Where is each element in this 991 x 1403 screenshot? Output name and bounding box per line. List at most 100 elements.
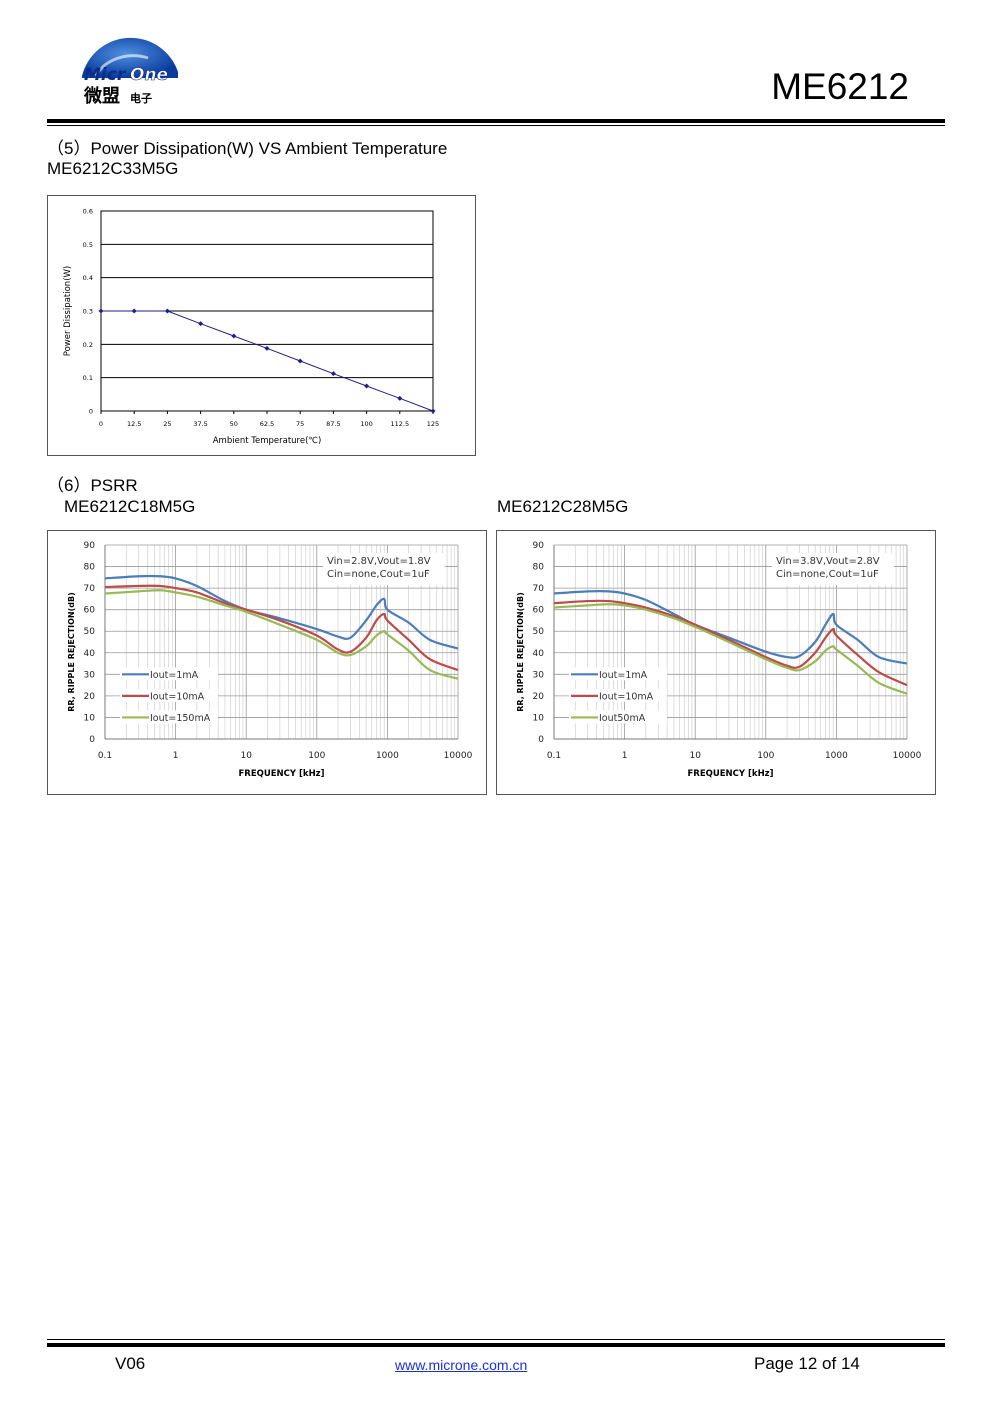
- x-tick-label: 100: [360, 420, 372, 428]
- y-tick-label: 0.5: [83, 241, 93, 249]
- footer-rule-thick: [47, 1343, 945, 1347]
- y-tick-label: 0: [89, 408, 93, 416]
- x-tick-label: 12.5: [127, 420, 141, 428]
- header-rule-thin: [47, 125, 945, 126]
- legend-bg: [120, 688, 218, 702]
- y-tick-label: 30: [533, 670, 545, 680]
- y-tick-label: 80: [84, 563, 96, 573]
- data-point: [231, 333, 237, 339]
- series-line-2: [104, 584, 459, 672]
- data-point: [430, 408, 436, 414]
- part-number: ME6212: [771, 66, 909, 107]
- legend-label: Iout50mA: [599, 713, 646, 724]
- legend-label: Iout=10mA: [599, 691, 654, 702]
- x-tick-label: 10000: [893, 751, 922, 761]
- legend-label: Iout=150mA: [150, 713, 211, 724]
- y-tick-label: 90: [533, 541, 545, 551]
- psrr-right-model: ME6212C28M5G: [497, 497, 629, 516]
- y-tick-label: 0.6: [83, 208, 93, 216]
- x-tick-label: 100: [757, 751, 774, 761]
- y-tick-label: 60: [533, 606, 545, 616]
- section5-model: ME6212C33M5G: [47, 159, 179, 178]
- x-tick-label: 1: [173, 751, 179, 761]
- series-line-1: [104, 574, 459, 650]
- x-tick-label: 62.5: [260, 420, 274, 428]
- legend-label: Iout=1mA: [599, 670, 648, 681]
- data-point: [397, 395, 403, 401]
- series-line-2: [553, 599, 908, 687]
- svg-text:电子: 电子: [130, 91, 152, 105]
- legend-label: Iout=10mA: [150, 691, 205, 702]
- y-tick-label: 10: [84, 713, 96, 723]
- y-tick-label: 0: [538, 735, 544, 745]
- legend-bg: [120, 667, 218, 681]
- y-tick-label: 90: [84, 541, 96, 551]
- microne-logo: Micr One 微盟 电子: [78, 18, 188, 110]
- psrr-left-chart-frame: 0.1 1 10 100 1000 10000 0 10 20 30 40 50 60 70 80 90 FRE…: [47, 530, 487, 795]
- y-axis-label: RR, RIPPLE REJECTION(dB): [516, 592, 525, 712]
- y-tick-label: 60: [84, 606, 96, 616]
- y-tick-label: 80: [533, 563, 545, 573]
- svg-text:微盟: 微盟: [83, 85, 120, 107]
- x-tick-label: 37.5: [193, 420, 207, 428]
- x-tick-label: 0.1: [98, 751, 112, 761]
- y-tick-label: 0: [89, 735, 95, 745]
- section5-heading: （5）Power Dissipation(W) VS Ambient Tempe…: [47, 139, 448, 158]
- y-tick-label: 10: [533, 713, 545, 723]
- y-tick-label: 20: [533, 692, 545, 702]
- x-tick-label: 0: [99, 420, 103, 428]
- annotation-text: Cin=none,Cout=1uF: [776, 569, 879, 580]
- x-tick-label: 1: [622, 751, 628, 761]
- data-point: [297, 358, 303, 364]
- x-tick-label: 10: [689, 751, 701, 761]
- series-line-3: [104, 589, 459, 680]
- series-line-1: [553, 589, 908, 665]
- x-tick-label: 50: [230, 420, 238, 428]
- data-point: [164, 308, 170, 314]
- x-tick-label: 125: [427, 420, 439, 428]
- footer-website-link[interactable]: www.microne.com.cn: [395, 1357, 528, 1373]
- y-tick-label: 50: [84, 627, 96, 637]
- svg-text:One: One: [130, 65, 168, 85]
- power-dissipation-chart-frame: 0 0.1 0.2 0.3 0.4 0.5 0.6 0 12.5 25 37.5 50 62.5 75 87…: [47, 195, 476, 456]
- annotation-box: [323, 553, 445, 585]
- header-rule-thick: [47, 119, 945, 123]
- y-tick-label: 20: [84, 692, 96, 702]
- annotation-box: [772, 553, 894, 585]
- y-tick-label: 0.3: [83, 308, 93, 316]
- psrr-left-model: ME6212C18M5G: [64, 497, 196, 516]
- y-tick-label: 40: [533, 649, 545, 659]
- power-dissipation-chart: 0 0.1 0.2 0.3 0.4 0.5 0.6 0 12.5 25 37.5 50 62.5 75 87…: [63, 208, 439, 447]
- x-tick-label: 10000: [444, 751, 473, 761]
- footer-rule-thin: [47, 1339, 945, 1340]
- annotation-text: Vin=2.8V,Vout=1.8V: [327, 556, 431, 567]
- x-tick-label: 75: [296, 420, 304, 428]
- data-point: [131, 308, 137, 314]
- psrr-right-chart: 0.1 1 10 100 1000 10000 0 10 20 30 40 50 60 70 80 90 FRE…: [516, 541, 922, 779]
- x-tick-label: 87.5: [326, 420, 340, 428]
- x-axis-label: FREQUENCY [kHz]: [238, 769, 324, 779]
- section6-heading: （6）PSRR: [47, 476, 138, 495]
- x-tick-label: 112.5: [390, 420, 409, 428]
- legend-bg: [569, 710, 667, 724]
- data-point: [364, 383, 370, 389]
- footer-version: V06: [115, 1354, 146, 1373]
- y-tick-label: 40: [84, 649, 96, 659]
- y-tick-label: 0.2: [83, 341, 93, 349]
- x-axis-label: Ambient Temperature(℃): [213, 436, 322, 446]
- footer-page-number: Page 12 of 14: [754, 1354, 860, 1373]
- psrr-left-chart: 0.1 1 10 100 1000 10000 0 10 20 30 40 50 60 70 80 90 FRE…: [67, 541, 473, 779]
- x-tick-label: 100: [308, 751, 325, 761]
- svg-text:Micr: Micr: [84, 65, 127, 85]
- data-point: [98, 308, 104, 314]
- x-tick-label: 0.1: [547, 751, 561, 761]
- legend-label: Iout=1mA: [150, 670, 199, 681]
- x-tick-label: 25: [163, 420, 171, 428]
- y-tick-label: 70: [84, 584, 96, 594]
- data-point: [330, 371, 336, 377]
- psrr-right-chart-frame: 0.1 1 10 100 1000 10000 0 10 20 30 40 50 60 70 80 90 FRE…: [496, 530, 936, 795]
- x-axis-label: FREQUENCY [kHz]: [687, 769, 773, 779]
- y-tick-label: 30: [84, 670, 96, 680]
- legend-bg: [569, 667, 667, 681]
- legend-bg: [120, 710, 218, 724]
